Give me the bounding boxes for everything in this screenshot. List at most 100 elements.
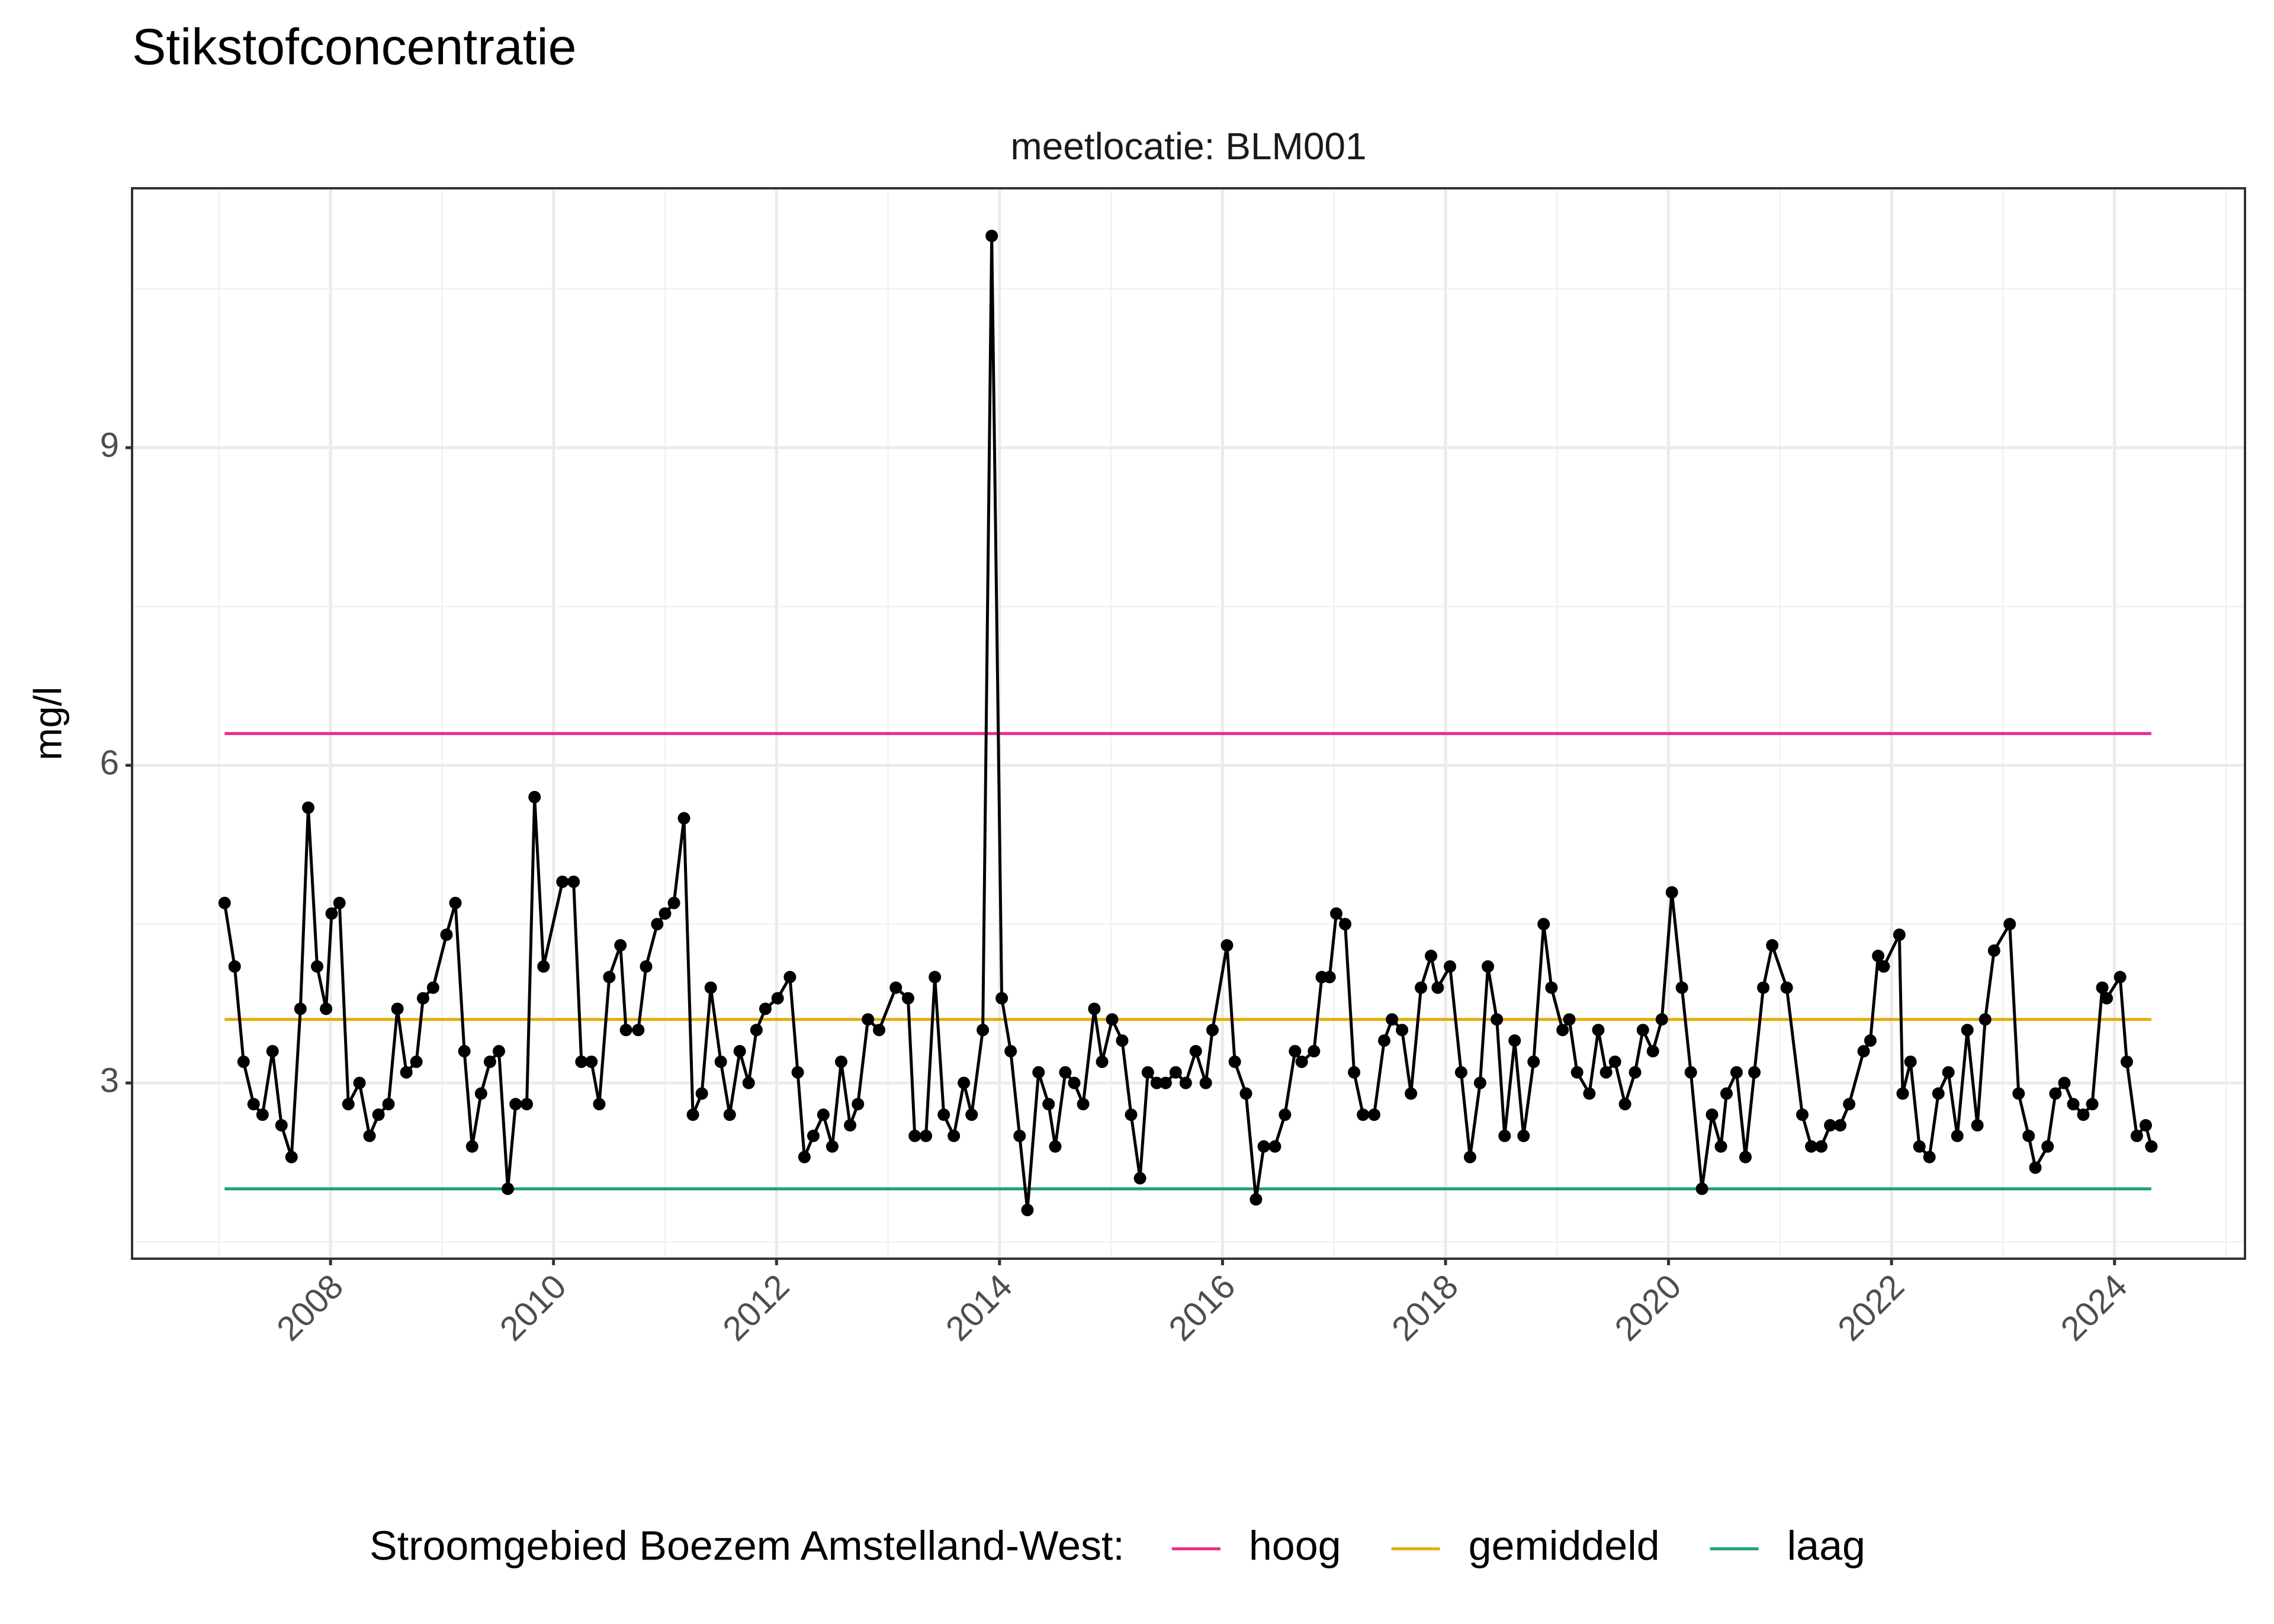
- data-point: [929, 970, 942, 983]
- data-point: [1169, 1066, 1182, 1079]
- data-point: [342, 1098, 355, 1111]
- data-point: [311, 960, 324, 973]
- data-point: [759, 1002, 772, 1015]
- data-point: [537, 960, 550, 973]
- data-point: [2086, 1098, 2099, 1111]
- data-point: [556, 875, 569, 888]
- data-point: [1295, 1055, 1308, 1068]
- data-point: [1766, 939, 1779, 952]
- data-point: [686, 1108, 699, 1121]
- data-point: [1339, 918, 1352, 931]
- data-point: [1599, 1066, 1613, 1079]
- data-point: [2012, 1087, 2025, 1100]
- panel-border: [131, 187, 2246, 1260]
- data-point: [1004, 1044, 1017, 1057]
- data-point: [228, 960, 241, 973]
- data-point: [1978, 1013, 1992, 1026]
- data-point: [958, 1076, 971, 1089]
- data-point: [1748, 1066, 1761, 1079]
- data-point: [1675, 981, 1688, 994]
- data-point: [852, 1098, 865, 1111]
- data-point: [1239, 1087, 1252, 1100]
- data-point: [651, 918, 664, 931]
- data-point: [667, 896, 680, 909]
- data-point: [791, 1066, 804, 1079]
- data-point: [1077, 1098, 1090, 1111]
- data-point: [1508, 1034, 1521, 1047]
- data-point: [1032, 1066, 1045, 1079]
- data-point: [1357, 1108, 1370, 1121]
- data-point: [826, 1140, 839, 1153]
- data-point: [1592, 1024, 1605, 1037]
- data-point: [2058, 1076, 2071, 1089]
- data-point: [817, 1108, 830, 1121]
- data-point: [908, 1130, 921, 1143]
- data-point: [400, 1066, 413, 1079]
- data-point: [1987, 944, 2000, 957]
- data-point: [834, 1055, 847, 1068]
- data-point: [2139, 1119, 2152, 1132]
- data-point: [1951, 1130, 1964, 1143]
- data-point: [1864, 1034, 1877, 1047]
- data-point: [1545, 981, 1558, 994]
- data-point: [1289, 1044, 1302, 1057]
- y-tick-label: 6: [100, 744, 119, 782]
- data-point: [275, 1119, 288, 1132]
- data-point: [1932, 1087, 1945, 1100]
- data-point: [2114, 970, 2127, 983]
- data-point: [1068, 1076, 1081, 1089]
- data-point: [247, 1098, 260, 1111]
- data-point: [1720, 1087, 1733, 1100]
- data-point: [1629, 1066, 1642, 1079]
- data-point: [844, 1119, 857, 1132]
- data-point: [1250, 1193, 1263, 1206]
- data-point: [2145, 1140, 2158, 1153]
- data-point: [985, 229, 998, 242]
- data-point: [320, 1002, 333, 1015]
- data-point: [465, 1140, 478, 1153]
- data-point: [1141, 1066, 1154, 1079]
- data-point: [695, 1087, 708, 1100]
- data-point: [1348, 1066, 1361, 1079]
- data-point: [783, 970, 796, 983]
- data-point: [1517, 1130, 1530, 1143]
- data-point: [1655, 1013, 1668, 1026]
- data-point: [1872, 950, 1885, 963]
- data-point: [1189, 1044, 1202, 1057]
- data-point: [567, 875, 580, 888]
- data-point: [1527, 1055, 1540, 1068]
- data-point: [1498, 1130, 1511, 1143]
- data-point: [1454, 1066, 1467, 1079]
- data-point: [2003, 918, 2016, 931]
- data-point: [1583, 1087, 1596, 1100]
- data-point: [2096, 981, 2109, 994]
- data-point: [391, 1002, 404, 1015]
- data-point: [1323, 970, 1336, 983]
- data-point: [1843, 1098, 1856, 1111]
- data-point: [333, 896, 346, 909]
- data-point: [977, 1024, 990, 1037]
- data-point: [1857, 1044, 1870, 1057]
- data-point: [1279, 1108, 1292, 1121]
- data-point: [1971, 1119, 1984, 1132]
- data-point: [266, 1044, 279, 1057]
- data-point: [614, 939, 627, 952]
- data-point: [1396, 1024, 1409, 1037]
- data-point: [1695, 1182, 1708, 1195]
- data-point: [798, 1150, 811, 1163]
- data-point: [237, 1055, 250, 1068]
- data-point: [1706, 1108, 1719, 1121]
- data-point: [1608, 1055, 1621, 1068]
- data-point: [1377, 1034, 1390, 1047]
- data-point: [1329, 907, 1342, 920]
- data-point: [1961, 1024, 1974, 1037]
- data-point: [1415, 981, 1428, 994]
- data-point: [2022, 1130, 2035, 1143]
- data-point: [416, 992, 429, 1005]
- data-point: [2120, 1055, 2133, 1068]
- data-point: [733, 1044, 746, 1057]
- data-point: [1088, 1002, 1101, 1015]
